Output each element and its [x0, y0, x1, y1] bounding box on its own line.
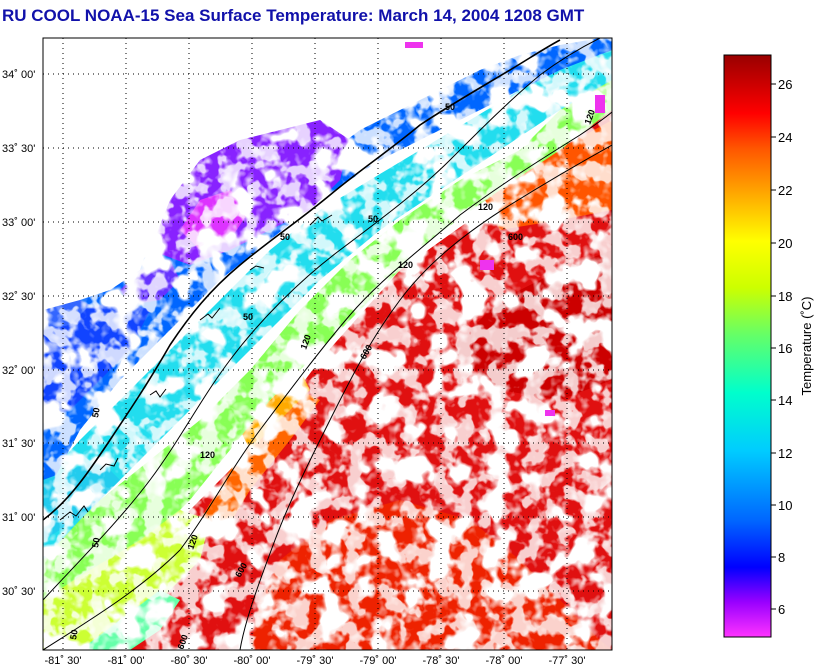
isobath-label: 50: [243, 312, 253, 322]
lon-label: -81˚ 30': [45, 655, 82, 667]
isobath-label: 120: [185, 533, 200, 551]
colorbar-tick-label: 12: [778, 446, 792, 461]
map-title: RU COOL NOAA-15 Sea Surface Temperature:…: [2, 6, 585, 25]
isobath-label: 600: [508, 232, 523, 242]
lat-label: 32˚ 30': [2, 291, 35, 303]
colorbar-tick-label: 14: [778, 393, 792, 408]
isobath-label: 120: [478, 202, 493, 212]
colorbar-axis-label: Temperature (˚C): [799, 297, 814, 396]
colorbar-tick-label: 24: [778, 130, 792, 145]
isobath-label: 50: [90, 407, 102, 419]
isobath-label: 50: [280, 232, 290, 242]
lon-label: -79˚ 00': [360, 655, 397, 667]
lon-label: -79˚ 30': [297, 655, 334, 667]
sst-image: [43, 38, 612, 650]
isobath-label: 600: [175, 633, 190, 651]
colorbar-tick-label: 8: [778, 550, 785, 565]
latitude-labels: 34˚ 00' 33˚ 30' 33˚ 00' 32˚ 30' 32˚ 00' …: [2, 69, 35, 598]
isobath-label: 120: [298, 333, 313, 351]
lat-label: 31˚ 30': [2, 438, 35, 450]
isobath-label: 50: [368, 214, 378, 224]
longitude-labels: -81˚ 30' -81˚ 00' -80˚ 30' -80˚ 00' -79˚…: [45, 655, 586, 667]
isobath-label: 120: [582, 108, 597, 126]
lat-label: 32˚ 00': [2, 365, 35, 377]
coastline-and-isobaths: [43, 38, 612, 650]
isobath-label: 120: [200, 450, 215, 460]
lat-label: 31˚ 00': [2, 512, 35, 524]
lon-label: -77˚ 30': [549, 655, 586, 667]
lat-label: 34˚ 00': [2, 69, 35, 81]
isobath-label: 120: [398, 260, 413, 270]
isobath-label: 50: [445, 102, 455, 112]
lon-label: -78˚ 30': [423, 655, 460, 667]
isobath-label: 50: [90, 537, 102, 549]
lon-label: -80˚ 00': [234, 655, 271, 667]
lat-label: 33˚ 00': [2, 217, 35, 229]
colorbar-tick-label: 20: [778, 236, 792, 251]
colorbar-tick-label: 22: [778, 183, 792, 198]
colorbar-tick-label: 26: [778, 77, 792, 92]
graticule: [43, 38, 612, 650]
colorbar: 26 24 22 20 18 16 14 12 10 8 6 Temperatu…: [723, 54, 814, 638]
colorbar-tick-label: 16: [778, 341, 792, 356]
colorbar-tick-label: 6: [778, 602, 785, 617]
colorbar-tick-label: 18: [778, 289, 792, 304]
isobath-label: 50: [68, 629, 80, 641]
colorbar-ticks: [771, 83, 776, 610]
lat-label: 30˚ 30': [2, 586, 35, 598]
colorbar-tick-label: 10: [778, 498, 792, 513]
lon-label: -78˚ 00': [486, 655, 523, 667]
lat-label: 33˚ 30': [2, 143, 35, 155]
map-frame: [42, 37, 613, 651]
lon-label: -80˚ 30': [171, 655, 208, 667]
colorbar-ramp: [723, 54, 772, 638]
lon-label: -81˚ 00': [108, 655, 145, 667]
